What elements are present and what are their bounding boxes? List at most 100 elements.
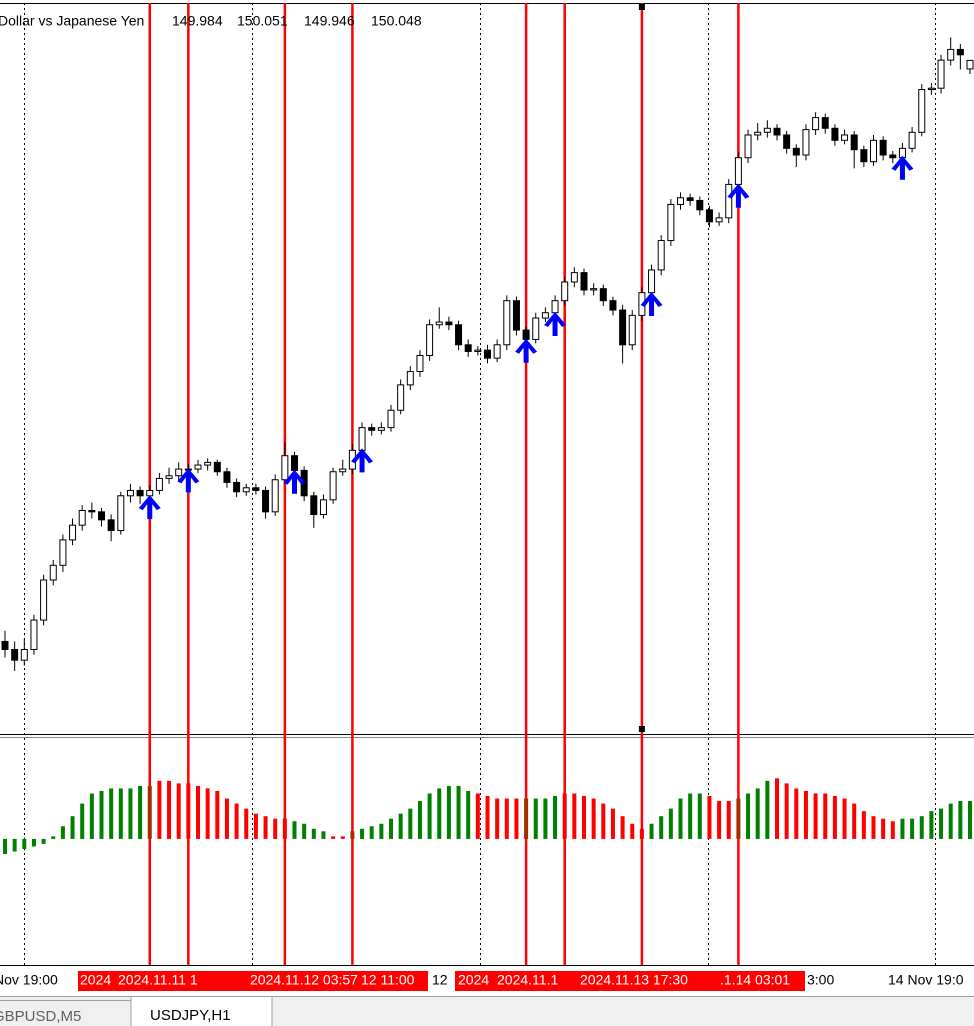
histogram-bar	[958, 801, 963, 839]
histogram-bar	[601, 803, 606, 839]
histogram-bar	[832, 796, 837, 839]
event-label: 2024.11.12 03:57	[250, 972, 358, 988]
histogram-bar	[717, 801, 722, 839]
histogram-bar	[369, 826, 374, 839]
candle-body	[503, 300, 511, 346]
histogram-bar	[610, 808, 615, 839]
candle-body	[551, 300, 559, 314]
histogram-bar	[495, 798, 500, 839]
histogram-bar	[379, 823, 384, 839]
histogram-bar	[707, 796, 712, 839]
histogram-bar	[929, 811, 934, 839]
candle-body	[850, 134, 858, 151]
candle-body	[657, 240, 665, 271]
candle-body	[927, 87, 935, 91]
candle-body	[175, 468, 183, 477]
candle-body	[310, 495, 318, 516]
histogram-bar	[939, 808, 944, 839]
plot	[1, 3, 974, 965]
histogram-bar	[321, 831, 326, 839]
candle-body	[1, 640, 9, 650]
candle-body	[580, 272, 588, 291]
tab-label[interactable]: USDJPY,H1	[150, 1007, 231, 1024]
event-label: 2024.11.1	[497, 972, 558, 988]
histogram-bar	[41, 838, 46, 844]
candle-body	[561, 281, 569, 302]
candle-body	[204, 461, 212, 466]
histogram-bar	[398, 813, 403, 839]
selection-handle	[638, 4, 645, 10]
candle-body	[783, 134, 791, 149]
histogram-bar	[109, 788, 114, 839]
event-label: 12 11:00	[361, 972, 415, 988]
candle-body	[387, 409, 395, 429]
signal-arrow	[283, 469, 306, 494]
histogram-bar	[118, 788, 123, 839]
signal-arrow	[727, 183, 750, 208]
candle-body	[648, 269, 656, 294]
candle-body	[599, 288, 607, 302]
candle-body	[734, 157, 742, 185]
event-label: 2024	[458, 972, 489, 988]
histogram-bar	[582, 796, 586, 839]
candle-body	[98, 511, 105, 521]
time-axis: Nov 19:00 12 3:00 14 Nov 19:0 2024 2024.…	[0, 971, 964, 991]
candle-body	[667, 203, 675, 242]
histogram-bar	[466, 790, 471, 839]
histogram-bar	[794, 788, 799, 839]
candle-body	[686, 197, 694, 201]
signal-arrow	[177, 468, 200, 493]
histogram-bar	[437, 788, 442, 839]
candle-body	[88, 509, 96, 513]
histogram-bar	[311, 828, 316, 839]
candle-body	[812, 117, 820, 131]
candle-body	[541, 312, 549, 319]
histogram-bar	[331, 836, 336, 839]
histogram-bar	[167, 780, 172, 839]
histogram-bar	[504, 798, 509, 839]
candle-body	[445, 321, 453, 326]
tab-label[interactable]: GBPUSD,M5	[0, 1008, 81, 1025]
candle-body	[252, 487, 260, 491]
candle-body	[291, 455, 298, 471]
histogram-bar	[553, 796, 558, 839]
signal-arrow	[515, 338, 538, 363]
candle-body	[40, 579, 48, 621]
candle-body	[802, 129, 810, 156]
histogram-bar	[244, 808, 249, 839]
signal-arrow	[138, 495, 161, 520]
histogram-bar	[630, 823, 635, 839]
candle-body	[281, 455, 289, 481]
candle-body	[870, 139, 877, 163]
signal-arrow	[891, 155, 914, 180]
candle-body	[339, 468, 347, 473]
histogram-bar	[572, 793, 577, 839]
candle-body	[233, 481, 241, 493]
histogram-bar	[813, 793, 818, 839]
candle-body	[49, 564, 57, 581]
candle-body	[455, 324, 463, 346]
histogram-bar	[176, 783, 181, 839]
candle-body	[677, 197, 684, 205]
candle-body	[705, 209, 713, 223]
tab-active[interactable]	[130, 996, 273, 1026]
candle-body	[426, 324, 434, 356]
histogram-bar	[649, 823, 654, 839]
candle-body	[821, 117, 829, 129]
histogram-bar	[128, 788, 133, 839]
histogram-bar	[861, 811, 866, 839]
candle-body	[464, 344, 472, 352]
histogram-bar	[543, 798, 548, 839]
event-label-box	[78, 971, 428, 991]
histogram-bar	[688, 793, 693, 839]
candle-body	[725, 183, 733, 219]
candle-body	[20, 648, 28, 661]
histogram-bar	[70, 816, 75, 839]
candle-body	[956, 48, 964, 56]
histogram-bar	[417, 801, 422, 839]
candle-body	[522, 329, 530, 340]
histogram-bar	[360, 828, 365, 839]
histogram-bar	[99, 790, 104, 839]
